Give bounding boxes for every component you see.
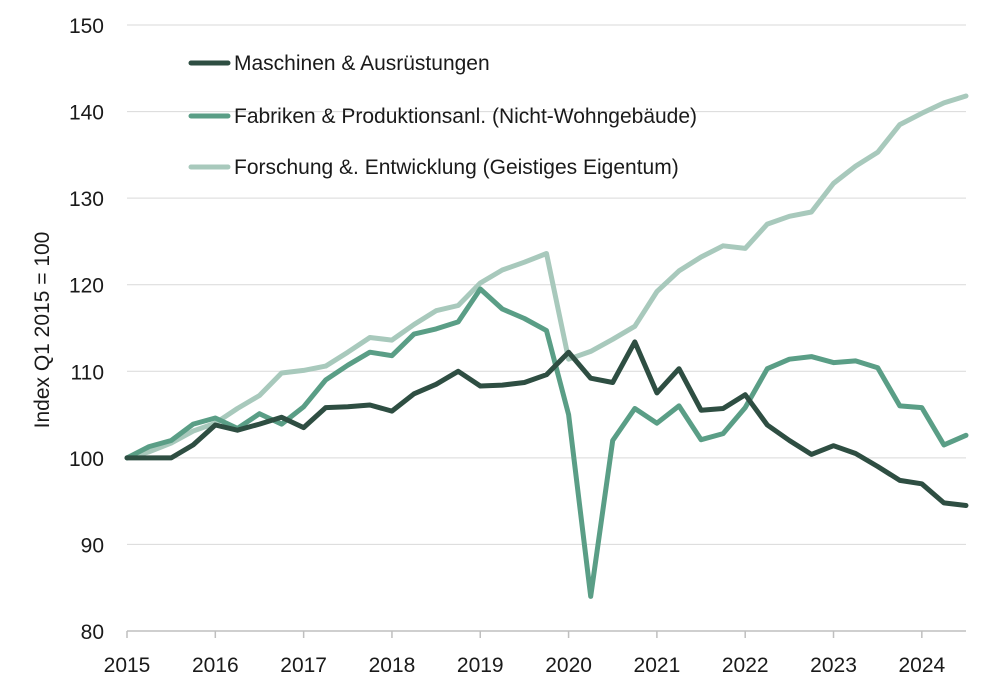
series-line-2 bbox=[124, 286, 969, 599]
x-tick-label: 2017 bbox=[280, 654, 327, 677]
x-tick-label: 2020 bbox=[545, 654, 592, 677]
y-tick-label: 120 bbox=[69, 275, 104, 298]
series-line-3 bbox=[124, 93, 969, 461]
series-line-1 bbox=[124, 339, 969, 508]
x-tick-label: 2016 bbox=[192, 654, 239, 677]
x-tick-label: 2021 bbox=[634, 654, 681, 677]
y-tick-label: 110 bbox=[71, 361, 104, 384]
legend-label: Maschinen & Ausrüstungen bbox=[234, 52, 490, 75]
series-lines bbox=[124, 93, 969, 599]
legend: Maschinen & Ausrüstungen Fabriken & Produ… bbox=[188, 52, 697, 179]
x-tick-label: 2018 bbox=[369, 654, 416, 677]
y-tick-label: 80 bbox=[81, 621, 104, 644]
y-tick-label: 130 bbox=[69, 188, 104, 211]
x-tick-label: 2022 bbox=[722, 654, 769, 677]
legend-label: Fabriken & Produktionsanl. (Nicht-Wohnge… bbox=[234, 105, 697, 128]
y-axis-ticks: 80 90 100 110 120 130 140 150 bbox=[69, 15, 104, 644]
y-tick-label: 100 bbox=[69, 448, 104, 471]
y-tick-label: 140 bbox=[69, 102, 104, 125]
gridlines bbox=[127, 24, 966, 545]
x-tick-label: 2023 bbox=[810, 654, 857, 677]
legend-label: Forschung &. Entwicklung (Geistiges Eige… bbox=[234, 156, 679, 179]
x-axis-ticks: 2015 2016 2017 2018 2019 2020 2021 2022 2023 2024 bbox=[104, 631, 946, 677]
x-tick-label: 2019 bbox=[457, 654, 504, 677]
y-tick-label: 90 bbox=[81, 534, 104, 557]
y-axis-title: Index Q1 2015 = 100 bbox=[31, 232, 54, 429]
y-tick-label: 150 bbox=[69, 15, 104, 38]
x-tick-label: 2024 bbox=[898, 654, 945, 677]
x-tick-label: 2015 bbox=[104, 654, 151, 677]
